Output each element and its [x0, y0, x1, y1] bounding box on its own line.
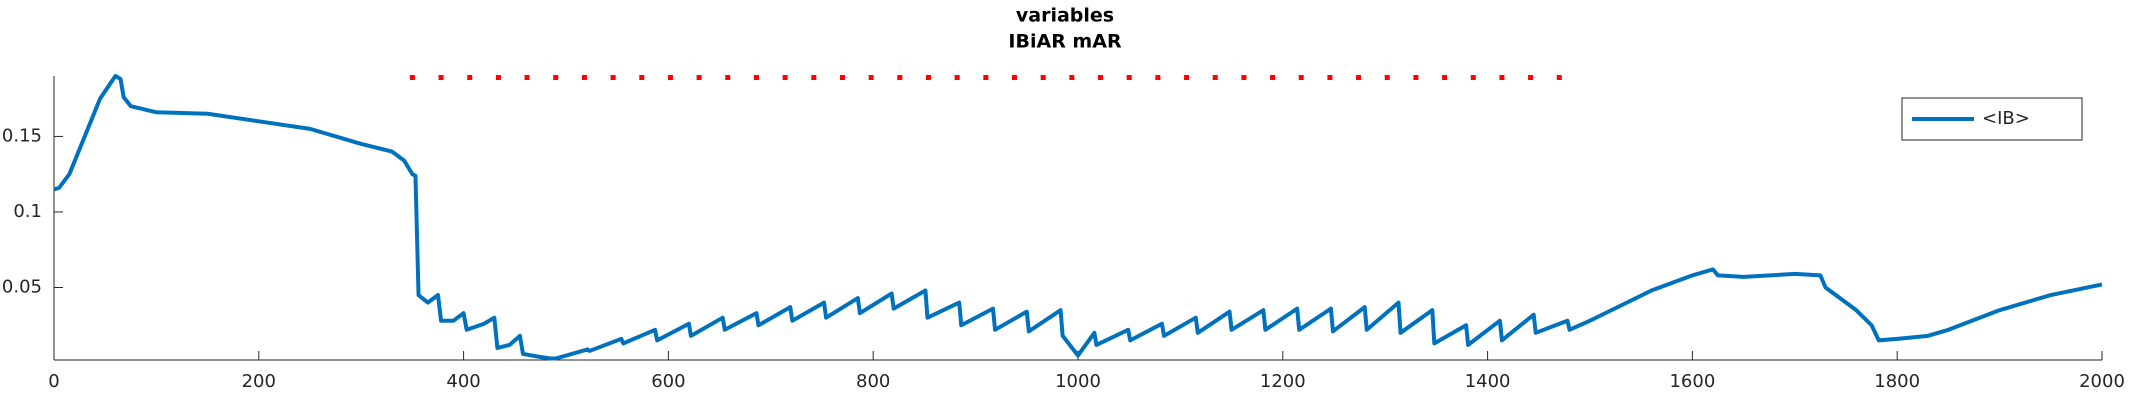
y-tick-label: 0.05 — [2, 276, 42, 297]
x-tick-label: 2000 — [2079, 371, 2125, 392]
marker — [753, 75, 759, 81]
marker — [524, 75, 530, 81]
marker — [1241, 75, 1247, 81]
marker — [1470, 75, 1476, 81]
marker — [983, 75, 989, 81]
marker — [1040, 75, 1046, 81]
x-tick-label: 1400 — [1465, 371, 1511, 392]
x-tick-label: 600 — [651, 371, 685, 392]
marker — [610, 75, 616, 81]
x-tick-label: 1000 — [1055, 371, 1101, 392]
marker — [553, 75, 559, 81]
marker — [1556, 75, 1562, 81]
marker — [1298, 75, 1304, 81]
marker — [1270, 75, 1276, 81]
marker — [1356, 75, 1362, 81]
y-tick-label: 0.1 — [13, 201, 42, 222]
x-tick-label: 1800 — [1874, 371, 1920, 392]
marker — [581, 75, 587, 81]
marker — [1528, 75, 1534, 81]
x-tick-label: 0 — [48, 371, 59, 392]
marker — [1413, 75, 1419, 81]
marker — [897, 75, 903, 81]
marker — [438, 75, 444, 81]
marker — [1012, 75, 1018, 81]
x-tick-label: 400 — [446, 371, 480, 392]
marker — [1327, 75, 1333, 81]
marker — [839, 75, 845, 81]
x-tick-label: 200 — [242, 371, 276, 392]
chart-subtitle: IBiAR mAR — [1008, 31, 1122, 53]
marker — [725, 75, 731, 81]
marker — [811, 75, 817, 81]
marker — [868, 75, 874, 81]
marker — [1442, 75, 1448, 81]
marker — [1184, 75, 1190, 81]
marker — [1384, 75, 1390, 81]
line — [53, 74, 2103, 361]
legend-label: <IB> — [1982, 108, 2030, 129]
marker — [782, 75, 788, 81]
chart-title: variables — [1016, 5, 1114, 27]
marker — [925, 75, 931, 81]
y-tick-label: 0.15 — [2, 125, 42, 146]
marker — [954, 75, 960, 81]
marker — [409, 75, 415, 81]
marker — [1126, 75, 1132, 81]
marker — [1069, 75, 1075, 81]
marker — [467, 75, 473, 81]
marker — [1098, 75, 1104, 81]
marker — [696, 75, 702, 81]
x-tick-label: 800 — [856, 371, 890, 392]
x-tick-label: 1600 — [1669, 371, 1715, 392]
marker — [667, 75, 673, 81]
marker — [639, 75, 645, 81]
marker — [495, 75, 501, 81]
x-tick-label: 1200 — [1260, 371, 1306, 392]
marker — [1212, 75, 1218, 81]
marker — [1155, 75, 1161, 81]
marker — [1499, 75, 1505, 81]
